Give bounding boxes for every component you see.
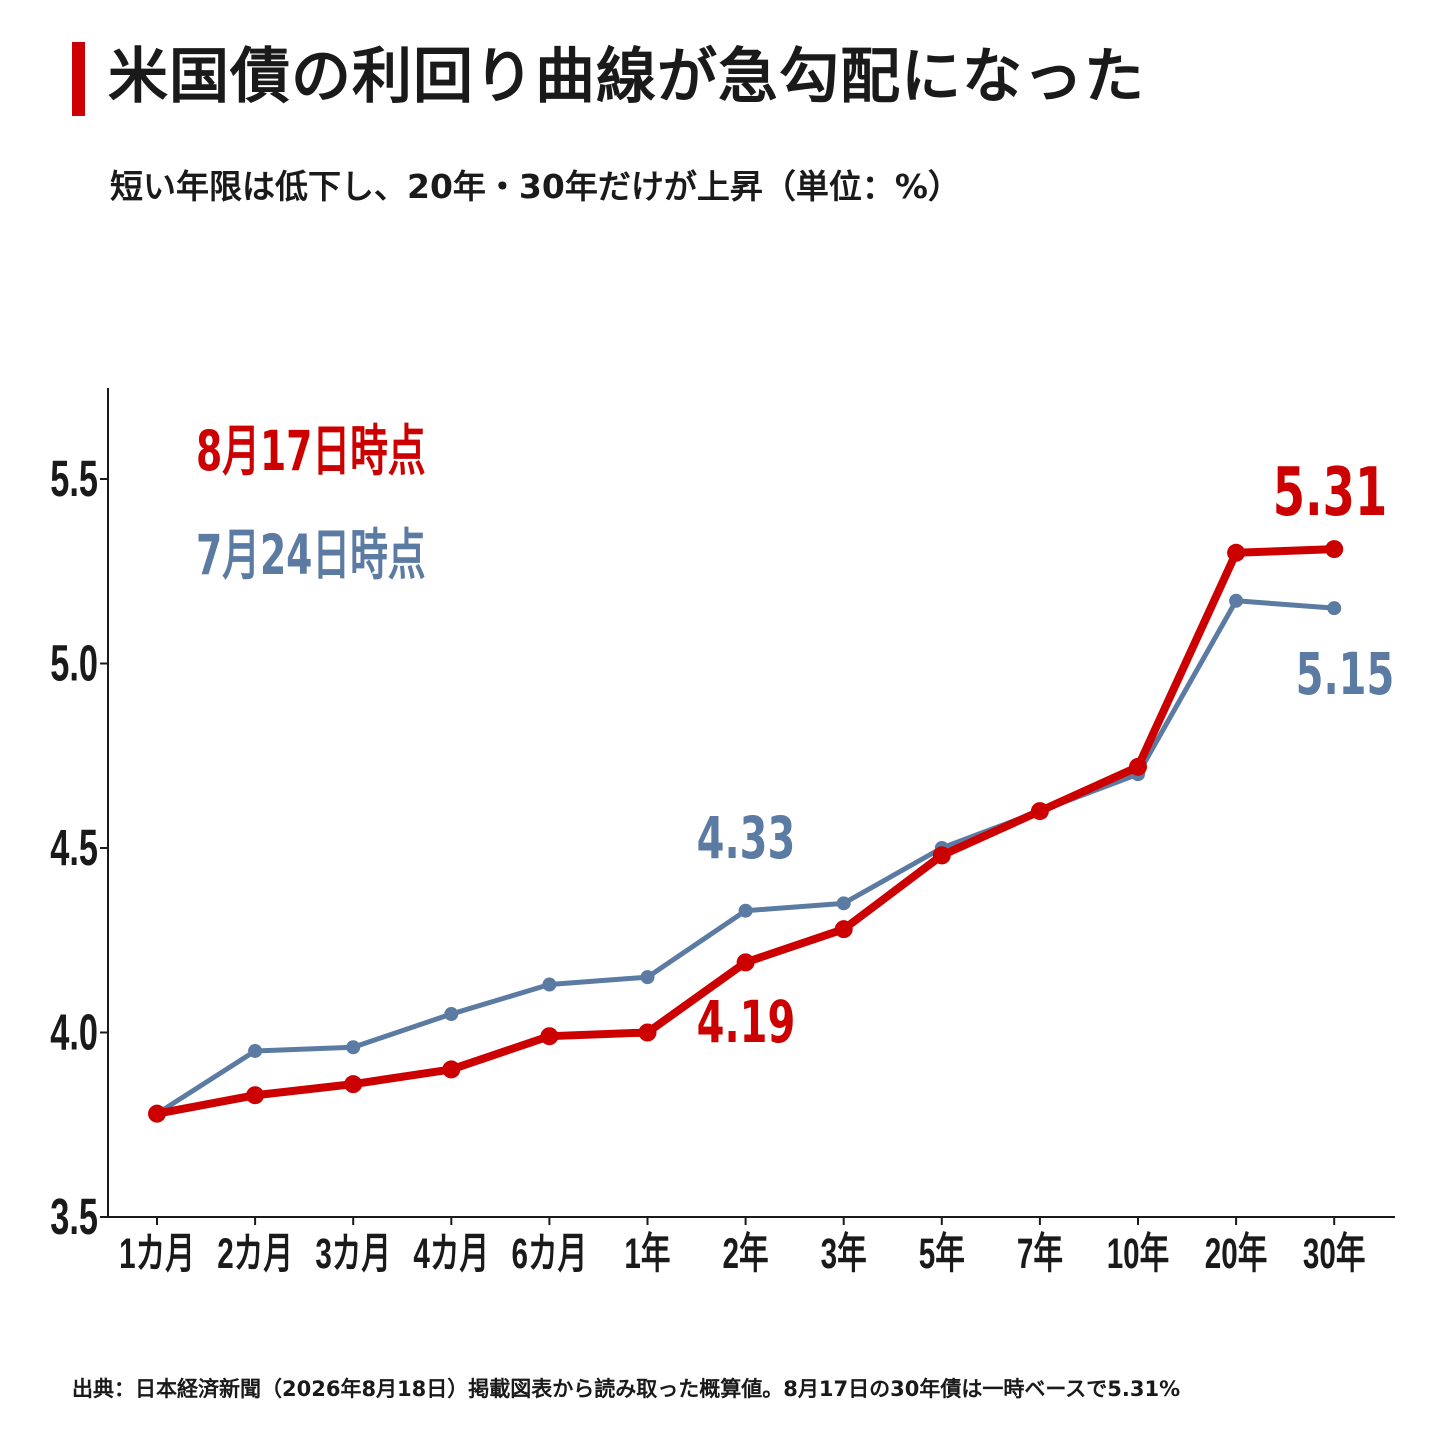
data-point [1229, 593, 1244, 608]
page-subtitle: 短い年限は低下し、20年・30年だけが上昇（単位：%） [110, 167, 961, 206]
data-point [346, 1040, 361, 1055]
data-label: 5.15 [1296, 641, 1395, 708]
x-tick-label: 10年 [1107, 1230, 1170, 1278]
data-point [640, 970, 655, 985]
y-tick-label: 3.5 [50, 1190, 98, 1246]
data-point [344, 1075, 363, 1094]
data-point [540, 1027, 559, 1046]
data-point [1129, 757, 1147, 776]
y-tick-label: 4.5 [50, 821, 98, 877]
data-point [442, 1060, 461, 1079]
data-point [736, 953, 755, 972]
data-point [834, 920, 853, 939]
legend-entry: 7月24日時点 [196, 524, 426, 588]
data-label: 4.33 [697, 805, 796, 872]
x-tick-label: 1年 [624, 1230, 670, 1278]
data-point [638, 1023, 657, 1042]
x-tick-label: 2年 [723, 1230, 769, 1278]
data-point [1030, 802, 1049, 821]
y-tick-label: 4.0 [50, 1005, 98, 1061]
x-tick-label: 30年 [1303, 1230, 1366, 1278]
data-label: 5.31 [1273, 453, 1387, 531]
title-accent-bar [72, 42, 85, 116]
data-point [542, 977, 557, 992]
data-label: 4.19 [697, 989, 796, 1056]
x-tick-label: 7年 [1017, 1230, 1063, 1278]
x-tick-label: 5年 [919, 1230, 965, 1278]
source-note: 出典：日本経済新聞（2026年8月18日）掲載図表から読み取った概算値。8月17… [72, 1377, 1181, 1401]
data-point [444, 1007, 459, 1022]
x-tick-label: 3年 [821, 1230, 867, 1278]
data-point [148, 1104, 166, 1123]
x-tick-label: 20年 [1205, 1230, 1268, 1278]
legend-entry: 8月17日時点 [196, 420, 426, 484]
data-point [1327, 601, 1342, 616]
y-tick-label: 5.5 [50, 452, 98, 508]
x-tick-label: 4カ月 [413, 1230, 489, 1278]
x-tick-label: 6カ月 [512, 1230, 588, 1278]
data-point [248, 1043, 263, 1058]
data-point [246, 1086, 265, 1105]
x-tick-label: 3カ月 [315, 1230, 391, 1278]
page-title: 米国債の利回り曲線が急勾配になった [108, 42, 1145, 112]
data-point [1227, 543, 1246, 562]
x-tick-label: 1カ月 [119, 1230, 195, 1278]
data-point [836, 896, 851, 911]
x-tick-label: 2カ月 [217, 1230, 293, 1278]
data-point [738, 903, 753, 918]
data-point [1325, 540, 1344, 559]
y-tick-label: 5.0 [50, 636, 98, 692]
data-point [932, 846, 951, 865]
